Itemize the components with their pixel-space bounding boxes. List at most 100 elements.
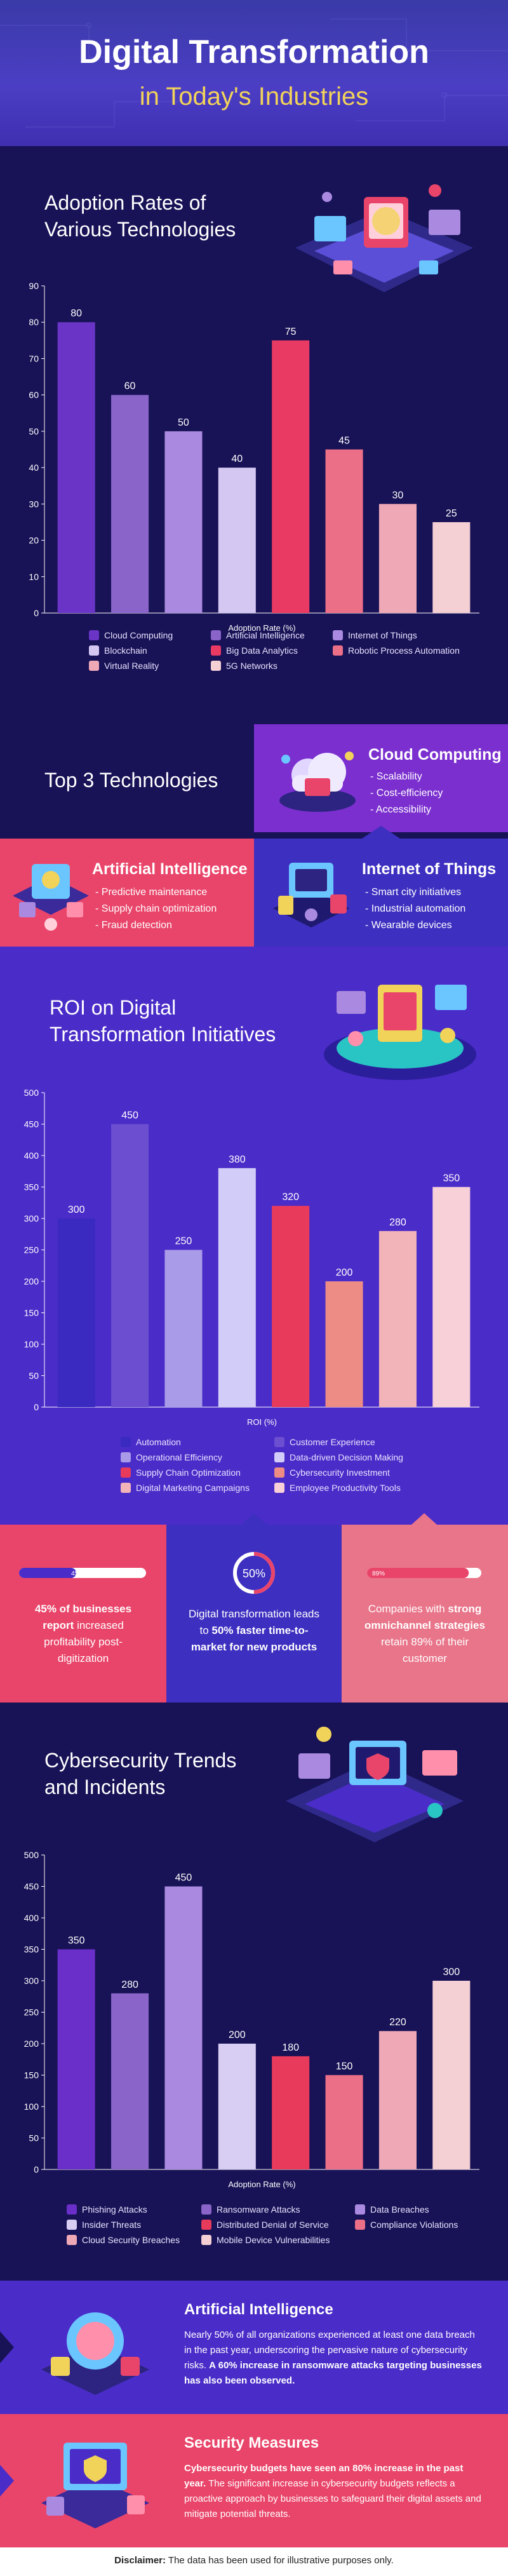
bar-value-label: 350 [68, 1936, 85, 1946]
legend-item: Artificial Intelligence [211, 630, 325, 640]
legend-swatch [67, 2220, 77, 2230]
card-cloud-list: - Scalability - Cost-efficiency - Access… [370, 769, 443, 818]
legend-item: Insider Threats [67, 2220, 194, 2230]
y-tick-label: 100 [24, 1339, 39, 1349]
bar-data-driven-decision-making [218, 1168, 256, 1407]
roi-title-line2: Transformation Initiatives [50, 1023, 276, 1046]
bar-value-label: 150 [336, 2061, 353, 2072]
card-iot-item: - Wearable devices [365, 920, 452, 931]
legend-label: Virtual Reality [104, 661, 159, 671]
y-tick-label: 80 [29, 317, 39, 327]
iot-illustration [273, 863, 349, 927]
adoption-title-line1: Adoption Rates of [44, 191, 206, 214]
stat2-text: Digital transformation leads to 50% fast… [185, 1606, 323, 1656]
disclaimer: Disclaimer: The data has been used for i… [0, 2555, 508, 2566]
legend-label: Artificial Intelligence [226, 630, 305, 640]
stat3-text: Companies with strong omnichannel strate… [361, 1601, 489, 1667]
info-security-notch [0, 2465, 14, 2497]
bar-digital-marketing-campaigns [378, 1231, 417, 1407]
card-internet-of-things: Internet of Things - Smart city initiati… [254, 826, 508, 953]
roi-title: ROI on Digital Transformation Initiative… [50, 994, 276, 1048]
y-tick-label: 200 [24, 2039, 39, 2049]
legend-label: Supply Chain Optimization [136, 1467, 241, 1478]
info-security: Security Measures Cybersecurity budgets … [0, 2414, 508, 2547]
info-security-title: Security Measures [184, 2434, 319, 2451]
stat3-progress-fill [367, 1568, 469, 1578]
legend-swatch [201, 2235, 211, 2245]
bar-value-label: 40 [231, 454, 243, 464]
bar-compliance-violations [325, 2075, 363, 2169]
adoption-section: Adoption Rates of Various Technologies 0… [0, 146, 508, 750]
footer: Disclaimer: The data has been used for i… [0, 2547, 508, 2576]
y-tick-label: 350 [24, 1945, 39, 1955]
legend-swatch [201, 2204, 211, 2215]
page-title: Digital Transformation [79, 34, 429, 71]
bar-phishing-attacks [57, 1949, 95, 2169]
stat3-badge: 89% [372, 1570, 385, 1577]
bar-value-label: 300 [443, 1967, 460, 1978]
legend-swatch [211, 630, 221, 640]
y-tick-label: 40 [29, 462, 39, 473]
card-iot-title: Internet of Things [362, 860, 497, 878]
x-axis-title: ROI (%) [247, 1417, 277, 1427]
legend-item: Customer Experience [274, 1437, 420, 1447]
bar-value-label: 280 [389, 1217, 406, 1228]
bar-data-breaches [164, 1886, 203, 2169]
card-cloud-item: - Accessibility [370, 804, 432, 815]
stat2-badge: 50% [243, 1567, 265, 1580]
bar-supply-chain-optimization [272, 1206, 310, 1407]
y-tick-label: 60 [29, 390, 39, 400]
legend-swatch [211, 661, 221, 671]
legend-label: Phishing Attacks [82, 2204, 147, 2215]
cybersecurity-illustration [286, 1727, 464, 1842]
stat3-bold: strong omnichannel strategies [364, 1603, 485, 1631]
bar-value-label: 75 [285, 327, 297, 337]
bar-internet-of-things [164, 431, 203, 613]
card-ai-item: - Supply chain optimization [95, 903, 217, 914]
x-axis-title: Adoption Rate (%) [228, 623, 295, 633]
bar-value-label: 25 [446, 508, 457, 519]
y-tick-label: 10 [29, 572, 39, 582]
legend-item: Mobile Device Vulnerabilities [201, 2235, 347, 2245]
bar-value-label: 200 [229, 2030, 246, 2040]
legend-item: 5G Networks [211, 661, 325, 671]
stat3-rest: retain 89% of their customer [381, 1636, 469, 1664]
legend-item: Operational Efficiency [121, 1452, 267, 1462]
bar-value-label: 300 [68, 1204, 85, 1215]
stat1-bold: 45% of businesses report [34, 1603, 132, 1631]
info-ai-text: Nearly 50% of all organizations experien… [184, 2328, 483, 2389]
card-ai-item: - Fraud detection [95, 920, 172, 931]
info-ai-notch [0, 2331, 14, 2363]
bar-value-label: 280 [121, 1979, 138, 1990]
info-security-bold: Cybersecurity budgets have seen an 80% i… [184, 2463, 464, 2489]
cyber-title-line1: Cybersecurity Trends [44, 1749, 237, 1772]
legend-label: Distributed Denial of Service [217, 2220, 329, 2230]
header: Digital Transformation in Today's Indust… [0, 0, 508, 146]
legend-swatch [89, 661, 99, 671]
bar-value-label: 50 [178, 417, 189, 428]
card-iot-item: - Industrial automation [365, 903, 466, 914]
bar-robotic-process-automation [325, 449, 363, 613]
legend-label: Operational Efficiency [136, 1452, 222, 1462]
bar-value-label: 45 [338, 436, 350, 447]
y-tick-label: 20 [29, 536, 39, 546]
legend-label: Ransomware Attacks [217, 2204, 300, 2215]
header-pattern [0, 18, 508, 128]
bar-value-label: 250 [175, 1236, 192, 1247]
legend-label: Internet of Things [348, 630, 417, 640]
y-tick-label: 50 [29, 2133, 39, 2143]
stat1-rest: increased profitability post-digitizatio… [44, 1619, 124, 1664]
stat1-text: 45% of businesses report increased profi… [19, 1601, 147, 1667]
bar-value-label: 200 [336, 1267, 353, 1278]
bar-value-label: 320 [282, 1192, 299, 1203]
bar-value-label: 180 [282, 2042, 299, 2053]
legend-item: Phishing Attacks [67, 2204, 194, 2215]
legend-label: Employee Productivity Tools [290, 1483, 401, 1493]
bar-value-label: 30 [392, 490, 404, 501]
roi-analytics-illustration [324, 985, 476, 1080]
y-tick-label: 400 [24, 1150, 39, 1161]
disclaimer-text: The data has been used for illustrative … [166, 2555, 394, 2566]
legend-item: Cybersecurity Investment [274, 1467, 420, 1478]
card-ai-list: - Predictive maintenance - Supply chain … [95, 884, 217, 934]
legend-swatch [355, 2204, 365, 2215]
